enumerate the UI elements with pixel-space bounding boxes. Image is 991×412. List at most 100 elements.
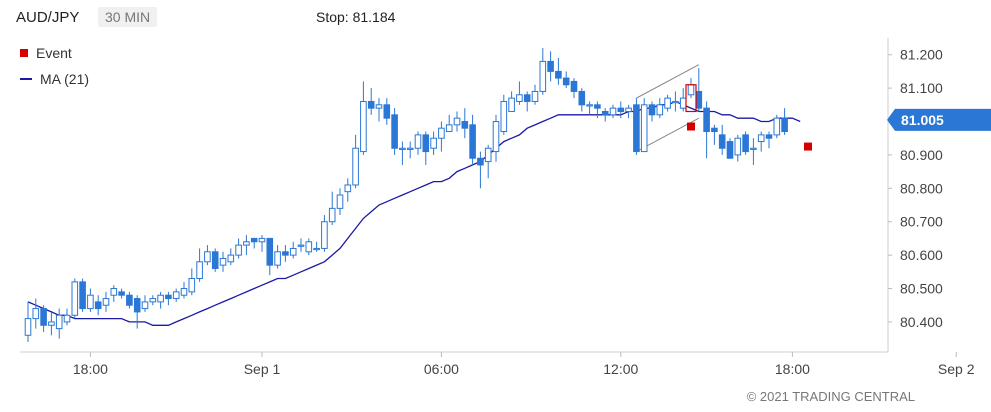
candle-body-up [375,104,383,109]
candle-body-down [617,107,625,112]
candle-body-up [757,134,765,143]
candle-body-up [196,261,203,280]
candle-body-up [188,278,196,293]
x-tick-label-5: Sep 2 [938,361,975,377]
candle-body-down [718,134,726,149]
candle-body-up [531,90,539,102]
candle-body-down [695,90,703,109]
event-marker-0 [687,122,695,131]
candle-body-up [149,298,157,303]
candle-body-up [227,254,235,263]
candle-body-down [211,251,219,269]
candle-body-down [711,127,718,133]
candle-body-up [664,97,671,109]
candle-body-down [469,124,476,159]
candle-body-down [133,298,141,313]
candle-body-up [313,247,320,251]
candle-body-down [40,308,47,326]
candle-body-up [243,241,250,246]
candle-body-down [118,291,125,296]
x-tick-label-1: Sep 1 [244,361,281,377]
candle-body-up [235,244,242,256]
candle-body-up [352,147,359,186]
candle-body-up [336,194,344,209]
candle-body-down [601,110,609,116]
y-tick-label-6: 80.600 [900,247,943,263]
copyright-label: © 2021 TRADING CENTRAL [746,389,915,404]
candle-body-down [547,60,554,72]
candle-body-down [633,104,640,153]
ma-line [27,100,801,326]
candle-body-down [383,104,391,119]
stop-label: Stop: 81.184 [316,9,396,25]
candle-body-down [555,70,562,79]
candle-body-up [328,207,336,223]
candle-body-up [63,314,71,323]
timeframe-button[interactable]: 30 MIN [98,7,158,27]
candle-body-down [477,157,484,166]
candle-body-up [430,137,437,149]
price-tag-label: 81.005 [901,112,944,128]
legend-event: Event [20,45,72,61]
candle-body-up [360,100,367,153]
candle-body-down [578,90,586,106]
event-marker-1 [804,142,812,151]
candle-body-down [562,77,570,86]
legend-event-label: Event [36,45,72,61]
x-tick-label-2: 06:00 [424,361,459,377]
candle-body-up [750,147,757,150]
candle-body-down [367,100,375,109]
candle-body-up [32,308,40,320]
candle-body-up [297,244,305,247]
candle-body-up [500,100,508,133]
candle-body-down [391,114,398,149]
candle-body-up [71,281,79,316]
candle-body-up [24,318,32,336]
candle-body-up [219,257,227,266]
candle-body-up [453,117,461,126]
price-tag-arrow [887,108,895,131]
symbol-label: AUD/JPY [16,9,80,26]
candle-body-up [48,321,55,326]
y-tick-label-0: 81.200 [900,47,943,63]
candle-body-down [648,104,656,116]
candle-body-up [656,104,664,116]
candle-body-up [438,127,445,139]
y-tick-label-8: 80.400 [900,314,943,330]
candle-body-up [289,247,297,256]
candle-body-down [765,134,773,139]
candle-body-down [250,237,258,243]
candle-body-up [321,221,328,249]
candle-body-down [126,294,133,306]
candle-body-up [773,117,781,136]
y-tick-label-1: 81.100 [900,80,943,96]
candle-body-down [266,237,274,266]
candle-body-down [282,251,289,256]
y-tick-label-4: 80.800 [900,180,943,196]
price-tag [895,108,991,131]
candle-body-up [87,294,94,310]
candle-body-up [539,60,547,92]
y-tick-label-3: 80.900 [900,147,943,163]
candle-body-up [274,251,281,266]
candle-body-down [703,107,710,133]
event-marker-icon [20,49,28,57]
candle-body-up [172,291,180,300]
ma-line-icon [20,78,32,80]
candle-body-up [204,251,211,263]
candle-body-up [625,107,632,112]
x-tick-label-3: 12:00 [603,361,638,377]
candle-body-down [781,117,788,133]
candle-body-down [742,134,749,153]
candle-body-up [679,97,687,109]
candle-body-up [516,94,523,102]
candle-body-up [141,301,149,310]
pattern-lower-line [636,117,700,153]
candle-body-up [672,100,679,104]
y-tick-label-5: 80.700 [900,214,943,230]
candle-body-up [344,184,352,193]
candle-body-up [687,84,695,96]
candle-body-up [55,314,63,330]
candle-body-down [461,121,469,129]
